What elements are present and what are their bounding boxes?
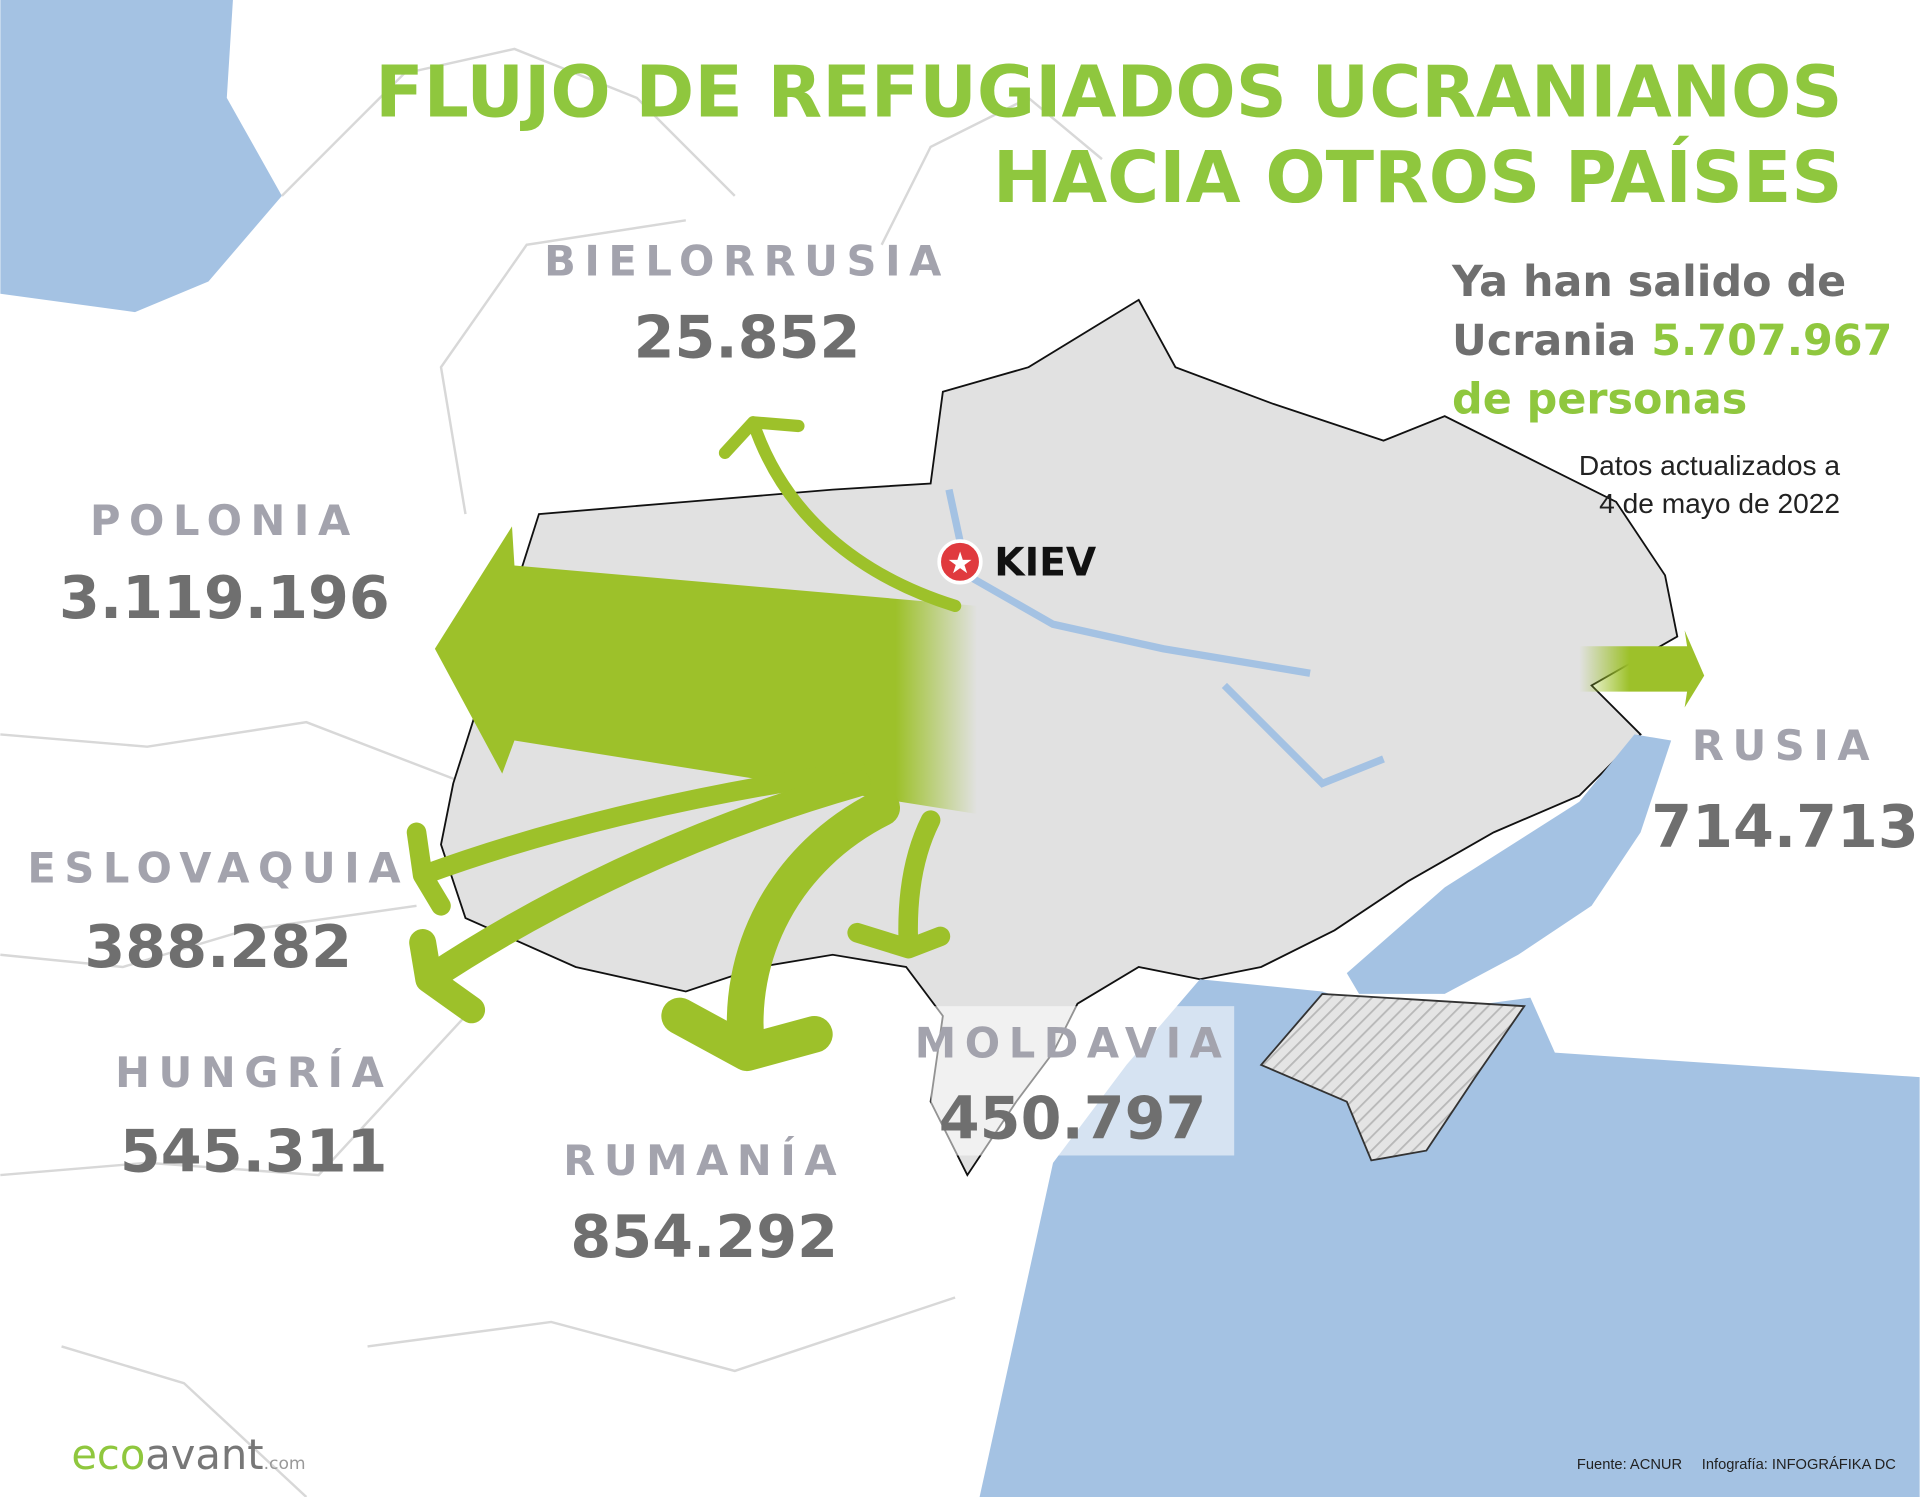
country-name-eslovaquia: ESLOVAQUIA (27, 844, 409, 893)
arrow-hungria (409, 769, 871, 1024)
country-value-eslovaquia: 388.282 (84, 912, 352, 981)
title-line-1: FLUJO DE REFUGIADOS UCRANIANOS (375, 50, 1842, 133)
sea-of-azov (1346, 734, 1672, 994)
country-name-bielorrusia: BIELORRUSIA (544, 236, 950, 285)
arrow-eslovaquia (406, 761, 867, 916)
ecoavant-logo: ecoavant.com (71, 1430, 305, 1479)
arrow-rusia (1579, 630, 1705, 708)
note-line-1: Datos actualizados a (1579, 450, 1841, 481)
infographic-credit: Infografía: INFOGRÁFIKA DC (1702, 1456, 1896, 1473)
country-value-hungria: 545.311 (120, 1116, 388, 1185)
crimea-hatched (1259, 992, 1526, 1162)
flow-arrows (406, 416, 1705, 1072)
moldavia-label-box (930, 1006, 1235, 1156)
kiev-marker: ★ KIEV (937, 539, 1097, 585)
capital-label: KIEV (994, 540, 1097, 585)
star-icon: ★ (947, 548, 973, 580)
summary-total: 5.707.967 (1651, 316, 1892, 366)
country-name-hungria: HUNGRÍA (115, 1048, 392, 1097)
country-name-polonia: POLONIA (90, 496, 359, 545)
red-star-marker-icon (937, 539, 983, 585)
summary-line-2: Ucrania 5.707.967 (1452, 316, 1892, 366)
source-credit: Fuente: ACNUR (1577, 1457, 1682, 1473)
summary-line-3: de personas (1452, 375, 1747, 425)
arrow-polonia (434, 526, 978, 814)
country-value-rumania: 854.292 (570, 1202, 838, 1271)
summary-prefix: Ucrania (1452, 316, 1651, 366)
country-value-bielorrusia: 25.852 (634, 302, 861, 371)
summary-line-1: Ya han salido de (1451, 257, 1846, 307)
note-line-2: 4 de mayo de 2022 (1599, 488, 1840, 519)
border-lines (0, 47, 1103, 1497)
baltic-sea (0, 0, 282, 313)
arrow-rumania (661, 789, 901, 1072)
country-name-moldavia: MOLDAVIA (915, 1019, 1231, 1068)
arrow-bielorrusia (718, 416, 962, 613)
title-line-2: HACIA OTROS PAÍSES (993, 136, 1843, 219)
country-name-rusia: RUSIA (1692, 721, 1878, 770)
country-value-polonia: 3.119.196 (59, 563, 390, 632)
country-name-rumania: RUMANÍA (563, 1136, 845, 1185)
country-value-rusia: 714.713 (1651, 792, 1919, 861)
arrow-moldavia (847, 810, 951, 959)
country-value-moldavia: 450.797 (939, 1083, 1207, 1152)
